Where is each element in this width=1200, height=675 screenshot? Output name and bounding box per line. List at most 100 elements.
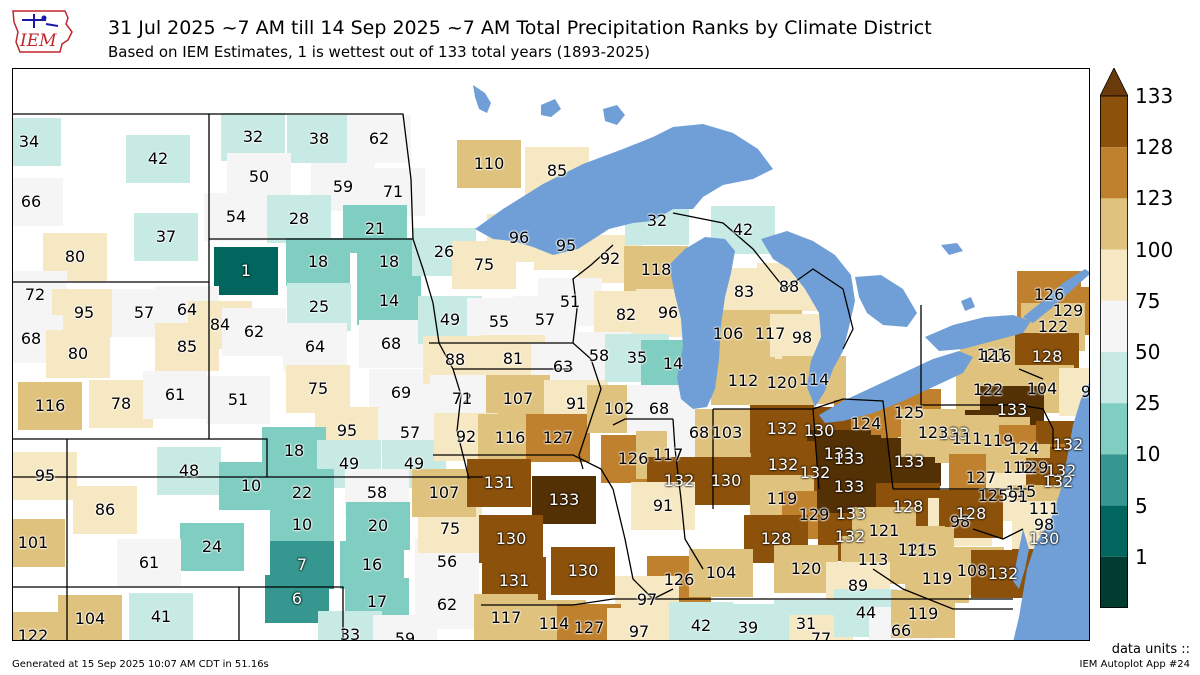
district-rank-label: 55 [488, 312, 510, 331]
district-rank-label: 89 [847, 576, 869, 595]
district-region [157, 447, 221, 495]
district-region [283, 323, 347, 371]
district-region [46, 330, 110, 378]
district-rank-label: 122 [1037, 317, 1069, 336]
district-rank-label: 6 [291, 589, 303, 608]
district-rank-label: 58 [366, 483, 388, 502]
district-rank-label: 131 [498, 571, 530, 590]
district-rank-label: 132 [1045, 461, 1077, 480]
district-rank-label: 117 [490, 608, 522, 627]
district-rank-label: 57 [399, 423, 421, 442]
district-rank-label: 66 [890, 621, 912, 640]
district-rank-label: 95 [73, 303, 95, 322]
district-rank-label: 132 [1052, 435, 1084, 454]
lake-superior [475, 124, 773, 255]
district-rank-label: 95 [555, 236, 577, 255]
district-rank-label: 59 [332, 177, 354, 196]
district-rank-label: 91 [652, 496, 674, 515]
district-rank-label: 62 [368, 129, 390, 148]
district-rank-label: 56 [436, 552, 458, 571]
colorbar-extend-triangle [1099, 67, 1129, 97]
district-rank-label: 104 [705, 563, 737, 582]
district-region [716, 604, 780, 640]
district-rank-label: 61 [164, 385, 186, 404]
district-rank-label: 44 [855, 603, 877, 622]
district-rank-label: 32 [646, 211, 668, 230]
district-rank-label: 92 [599, 249, 621, 268]
district-rank-label: 132 [987, 564, 1019, 583]
district-rank-label: 75 [307, 379, 329, 398]
district-rank-label: 10 [240, 476, 262, 495]
district-region [318, 611, 382, 640]
district-rank-label: 122 [17, 626, 49, 641]
district-region [214, 247, 278, 295]
district-rank-label: 132 [767, 455, 799, 474]
district-rank-label: 85 [546, 161, 568, 180]
district-rank-label: 88 [444, 350, 466, 369]
district-rank-label: 20 [367, 516, 389, 535]
district-rank-label: 16 [361, 555, 383, 574]
district-rank-label: 77 [810, 629, 832, 641]
water-layer [473, 85, 1089, 640]
district-region [607, 608, 671, 640]
district-rank-label: 116 [34, 396, 66, 415]
chesapeake-bay [1013, 529, 1029, 589]
district-rank-label: 133 [835, 504, 867, 523]
lake-nipissing [941, 243, 963, 255]
lake-simcoe [961, 297, 975, 311]
district-rank-label: 122 [972, 380, 1004, 399]
district-rank-label: 133 [996, 400, 1028, 419]
district-rank-label: 18 [283, 441, 305, 460]
lake-huron [761, 231, 855, 407]
district-rank-label: 49 [439, 310, 461, 329]
district-rank-label: 97 [628, 622, 650, 641]
district-rank-label: 116 [494, 428, 526, 447]
district-region [695, 409, 759, 457]
district-region [222, 308, 286, 356]
district-rank-label: 125 [893, 403, 925, 422]
district-rank-label: 72 [24, 285, 46, 304]
district-rank-label: 18 [307, 252, 329, 271]
lake-of-the-woods [541, 99, 561, 117]
district-rank-label: 31 [795, 614, 817, 633]
district-rank-label: 95 [34, 466, 56, 485]
district-rank-label: 82 [615, 305, 637, 324]
district-rank-label: 68 [380, 334, 402, 353]
district-rank-label: 64 [176, 300, 198, 319]
district-rank-label: 18 [378, 252, 400, 271]
district-rank-label: 68 [20, 329, 42, 348]
district-rank-label: 35 [626, 348, 648, 367]
district-rank-label: 61 [138, 553, 160, 572]
district-rank-label: 32 [242, 127, 264, 146]
district-rank-label: 14 [662, 354, 684, 373]
district-rank-label: 116 [980, 347, 1012, 366]
district-rank-label: 33 [339, 625, 361, 641]
colorbar-tick-label: 1 [1135, 544, 1148, 569]
district-rank-label: 103 [711, 423, 743, 442]
district-rank-label: 98 [1080, 382, 1090, 401]
district-rank-label: 124 [850, 414, 882, 433]
district-region [206, 376, 270, 424]
district-region [13, 452, 77, 500]
district-region [551, 547, 615, 595]
colorbar-tick-label: 100 [1135, 237, 1174, 262]
district-rank-label: 130 [1028, 529, 1060, 548]
district-rank-label: 84 [209, 315, 231, 334]
colorbar-tick-label: 50 [1135, 340, 1161, 364]
district-rank-label: 121 [976, 345, 1008, 364]
district-rank-label: 125 [977, 486, 1009, 505]
district-region [117, 539, 181, 587]
district-rank-label: 75 [473, 255, 495, 274]
state-borders [13, 113, 1054, 640]
colorbar-segment [1100, 249, 1128, 301]
district-rank-label: 114 [538, 614, 570, 633]
district-rank-label: 59 [394, 629, 416, 641]
district-rank-label: 119 [907, 604, 939, 623]
district-rank-label: 133 [833, 477, 865, 496]
district-rank-label: 50 [248, 167, 270, 186]
district-rank-label: 83 [733, 282, 755, 301]
logo-text: IEM [19, 31, 57, 51]
district-rank-label: 133 [823, 444, 855, 463]
district-rank-label: 104 [1026, 379, 1058, 398]
district-rank-label: 128 [892, 497, 924, 516]
